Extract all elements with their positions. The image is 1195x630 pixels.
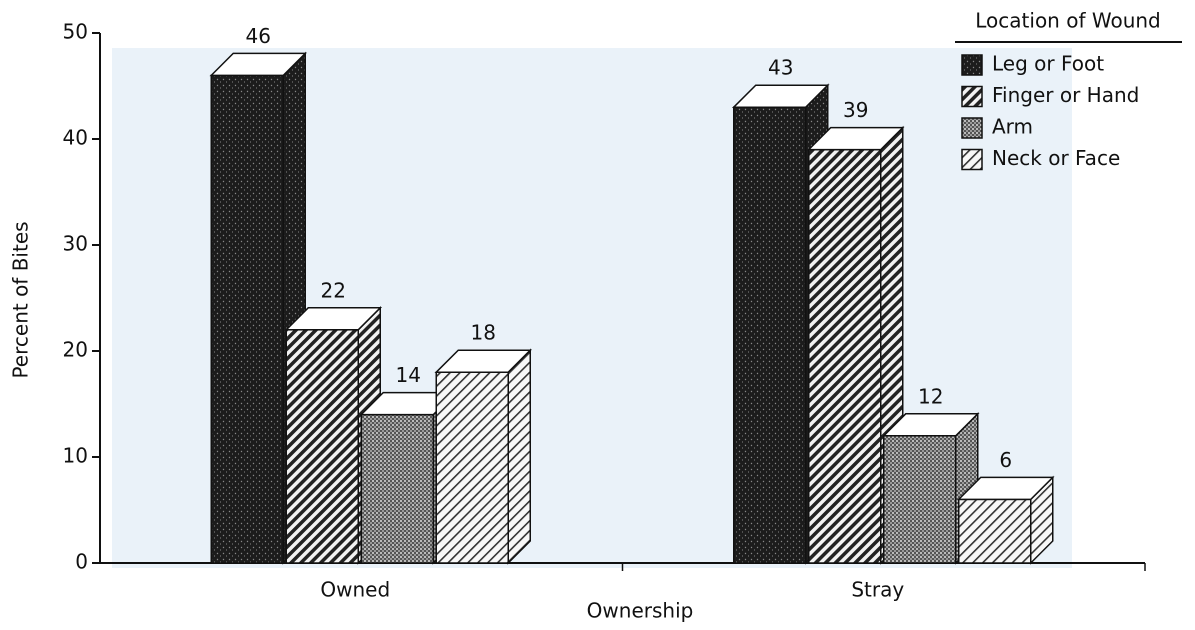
bar	[435, 371, 509, 564]
bar-top	[956, 476, 1055, 501]
y-tick-label: 50	[63, 20, 88, 44]
x-axis-label: Ownership	[587, 599, 694, 623]
value-label: 6	[999, 448, 1012, 472]
bar	[883, 435, 957, 564]
legend-swatch	[961, 117, 983, 139]
y-tick-label: 30	[63, 232, 88, 256]
bar	[360, 413, 434, 564]
bar-top	[434, 349, 533, 373]
x-tick-label: Stray	[851, 578, 904, 602]
bar	[285, 329, 359, 564]
value-label: 46	[246, 24, 271, 48]
y-axis-label: Percent of Bites	[9, 221, 33, 378]
legend-swatch	[961, 54, 983, 76]
legend-label: Neck or Face	[992, 146, 1120, 170]
value-label: 39	[843, 98, 868, 122]
bar	[808, 148, 882, 564]
bar	[733, 106, 807, 564]
legend-swatch	[961, 148, 983, 171]
y-tick-label: 40	[63, 126, 88, 150]
y-tick-label: 20	[63, 338, 88, 362]
bar-top	[209, 52, 308, 77]
y-tick-label: 0	[75, 550, 88, 574]
legend-label: Arm	[992, 115, 1033, 139]
legend-label: Leg or Foot	[992, 52, 1104, 76]
value-label: 43	[768, 56, 793, 80]
bar	[958, 498, 1032, 564]
bar-top	[806, 126, 905, 151]
value-label: 22	[321, 278, 346, 302]
legend-title: Location of Wound	[975, 9, 1160, 33]
legend-label: Finger or Hand	[992, 83, 1139, 107]
value-label: 12	[918, 384, 943, 408]
x-tick-label: Owned	[320, 578, 390, 602]
bar-top	[284, 307, 383, 331]
value-label: 14	[396, 363, 421, 387]
bar-top	[881, 413, 980, 437]
bar-side	[507, 348, 531, 565]
bar	[210, 74, 284, 564]
legend-swatch	[961, 85, 983, 108]
bar-top	[731, 84, 830, 108]
value-label: 18	[471, 321, 496, 345]
y-tick-label: 10	[63, 444, 88, 468]
